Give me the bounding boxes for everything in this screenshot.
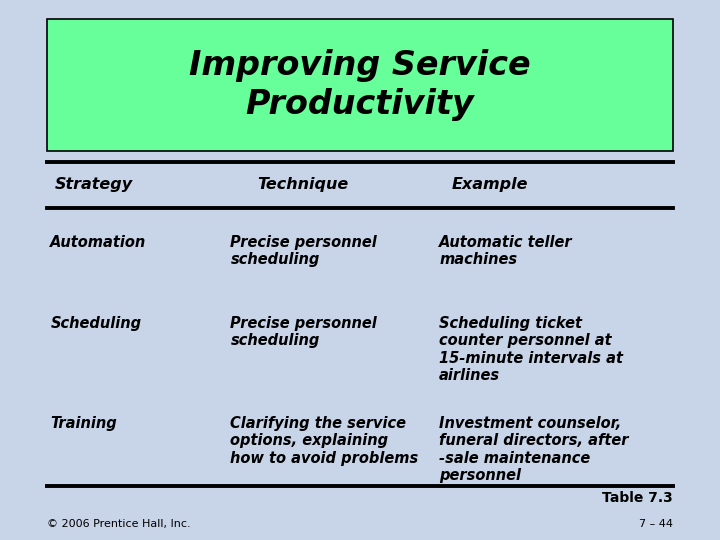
Text: Scheduling ticket
counter personnel at
15-minute intervals at
airlines: Scheduling ticket counter personnel at 1… <box>439 316 624 383</box>
Text: Automatic teller
machines: Automatic teller machines <box>439 235 573 267</box>
Text: Table 7.3: Table 7.3 <box>603 491 673 505</box>
FancyBboxPatch shape <box>47 19 673 151</box>
Text: Training: Training <box>50 416 117 431</box>
Text: Investment counselor,
funeral directors, after
-sale maintenance
personnel: Investment counselor, funeral directors,… <box>439 416 629 483</box>
Text: Improving Service
Productivity: Improving Service Productivity <box>189 50 531 120</box>
Text: Scheduling: Scheduling <box>50 316 142 331</box>
Text: Precise personnel
scheduling: Precise personnel scheduling <box>230 316 377 348</box>
Text: Clarifying the service
options, explaining
how to avoid problems: Clarifying the service options, explaini… <box>230 416 418 465</box>
Text: Strategy: Strategy <box>55 177 132 192</box>
Text: Example: Example <box>451 177 528 192</box>
Text: 7 – 44: 7 – 44 <box>639 519 673 529</box>
Text: Automation: Automation <box>50 235 147 250</box>
Text: Technique: Technique <box>257 177 348 192</box>
Text: Precise personnel
scheduling: Precise personnel scheduling <box>230 235 377 267</box>
Text: © 2006 Prentice Hall, Inc.: © 2006 Prentice Hall, Inc. <box>47 519 190 529</box>
